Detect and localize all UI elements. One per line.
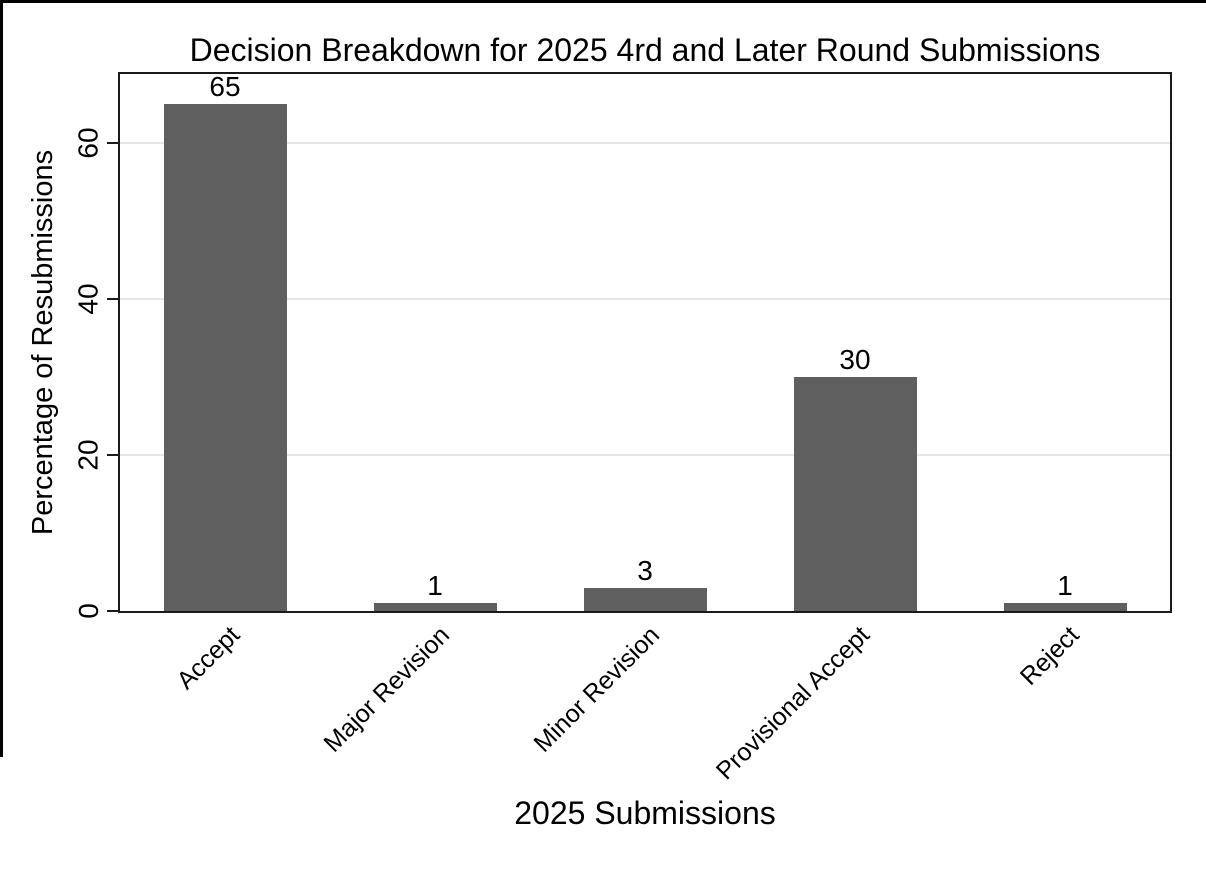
bar-value-label: 1 [427,570,443,602]
y-tick-mark [107,453,118,456]
gridline [120,297,1170,300]
window-top-edge [0,0,1206,3]
y-tick-mark [107,610,118,612]
bar-value-label: 1 [1057,570,1073,602]
x-tick-label-text: Reject [1014,621,1085,691]
bar-provisional-accept [793,376,917,611]
y-tick-mark [107,297,118,300]
bar-value-label: 30 [839,343,871,375]
y-tick-mark [107,141,118,144]
plot-area [118,72,1172,613]
y-tick-label-text: 40 [73,283,104,315]
bar-major-revision [373,603,497,611]
chart-title: Decision Breakdown for 2025 4rd and Late… [189,32,1101,68]
bar-value-label: 65 [209,70,241,102]
x-axis-title: 2025 Submissions [514,795,776,831]
bar-value-label: 3 [637,554,653,586]
gridline [120,453,1170,456]
y-tick-label-text: 60 [73,127,104,159]
y-tick-label-text: 20 [73,439,104,471]
x-tick-label: Reject [665,621,1085,691]
window-left-edge [0,0,3,757]
gridline [120,141,1170,144]
y-tick-label-text: 0 [73,603,105,619]
bar-reject [1003,603,1127,611]
bar-minor-revision [583,587,707,611]
bar-accept [163,103,287,611]
y-axis-title-text: Percentage of Resubmissions [27,149,60,535]
